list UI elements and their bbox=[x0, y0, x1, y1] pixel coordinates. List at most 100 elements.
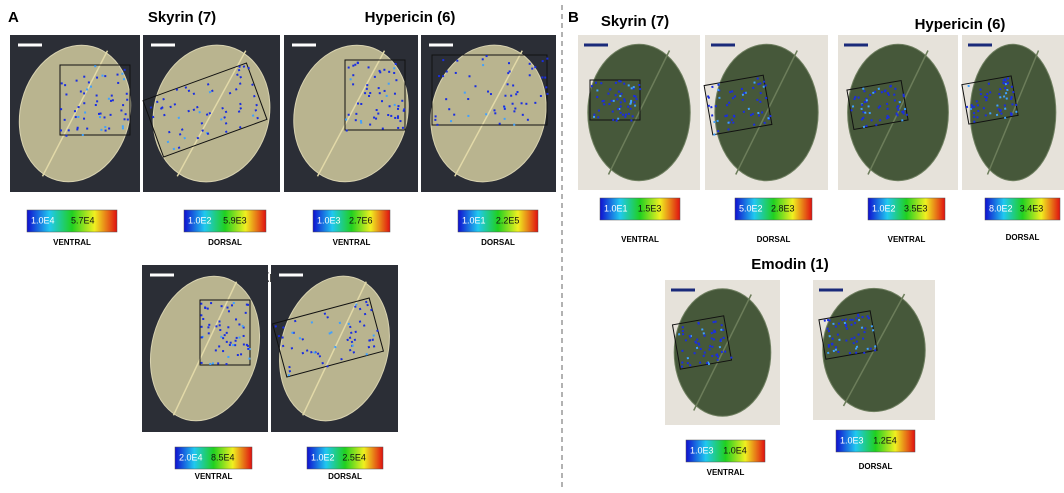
signal-dot bbox=[596, 96, 598, 98]
signal-dot bbox=[600, 82, 602, 84]
signal-dot bbox=[357, 103, 359, 105]
signal-dot bbox=[829, 335, 831, 337]
signal-dot bbox=[508, 62, 510, 64]
signal-dot bbox=[894, 88, 896, 90]
signal-dot bbox=[227, 326, 229, 328]
signal-dot bbox=[864, 112, 866, 114]
signal-dot bbox=[207, 308, 209, 310]
signal-dot bbox=[487, 91, 489, 93]
signal-dot bbox=[247, 348, 249, 350]
signal-dot bbox=[1003, 95, 1005, 97]
signal-dot bbox=[897, 109, 899, 111]
signal-dot bbox=[733, 115, 735, 117]
signal-dot bbox=[721, 324, 723, 326]
signal-dot bbox=[435, 115, 437, 117]
signal-dot bbox=[209, 363, 211, 365]
signal-dot bbox=[388, 71, 390, 73]
signal-dot bbox=[835, 346, 837, 348]
signal-dot bbox=[627, 106, 629, 108]
signal-dot bbox=[355, 113, 357, 115]
signal-dot bbox=[593, 116, 595, 118]
signal-dot bbox=[845, 325, 847, 327]
signal-dot bbox=[852, 105, 854, 107]
signal-dot bbox=[514, 108, 516, 110]
signal-dot bbox=[729, 91, 731, 93]
signal-dot bbox=[507, 72, 509, 74]
signal-dot bbox=[399, 120, 401, 122]
signal-dot bbox=[474, 85, 476, 87]
side-label: DORSAL bbox=[859, 462, 893, 471]
signal-dot bbox=[835, 325, 837, 327]
signal-dot bbox=[534, 66, 536, 68]
color-bar-max: 3.4E3 bbox=[1020, 203, 1044, 213]
signal-dot bbox=[979, 88, 981, 90]
signal-dot bbox=[387, 114, 389, 116]
signal-dot bbox=[1006, 89, 1008, 91]
signal-dot bbox=[711, 86, 713, 88]
signal-dot bbox=[490, 93, 492, 95]
signal-dot bbox=[378, 87, 380, 89]
signal-dot bbox=[1010, 98, 1012, 100]
signal-dot bbox=[973, 116, 975, 118]
signal-dot bbox=[76, 80, 78, 82]
signal-dot bbox=[80, 91, 82, 93]
signal-dot bbox=[393, 67, 395, 69]
signal-dot bbox=[862, 117, 864, 119]
signal-dot bbox=[123, 78, 125, 80]
signal-dot bbox=[869, 94, 871, 96]
signal-dot bbox=[894, 99, 896, 101]
signal-dot bbox=[204, 306, 206, 308]
signal-dot bbox=[710, 106, 712, 108]
signal-dot bbox=[861, 327, 863, 329]
signal-dot bbox=[977, 110, 979, 112]
signal-dot bbox=[237, 354, 239, 356]
signal-dot bbox=[507, 83, 509, 85]
signal-dot bbox=[996, 104, 998, 106]
signal-dot bbox=[730, 356, 732, 358]
signal-dot bbox=[612, 119, 614, 121]
color-bar-max: 1.0E4 bbox=[723, 445, 747, 455]
signal-dot bbox=[77, 116, 79, 118]
signal-dot bbox=[824, 319, 826, 321]
signal-dot bbox=[403, 108, 405, 110]
signal-dot bbox=[693, 352, 695, 354]
signal-dot bbox=[752, 113, 754, 115]
signal-dot bbox=[221, 305, 223, 307]
color-bar-max: 1.2E4 bbox=[873, 435, 897, 445]
signal-dot bbox=[1002, 82, 1004, 84]
signal-dot bbox=[633, 86, 635, 88]
signal-dot bbox=[1000, 112, 1002, 114]
signal-dot bbox=[110, 114, 112, 116]
signal-dot bbox=[86, 128, 88, 130]
signal-dot bbox=[867, 105, 869, 107]
signal-dot bbox=[612, 111, 614, 113]
signal-dot bbox=[1015, 104, 1017, 106]
signal-dot bbox=[122, 127, 124, 129]
signal-dot bbox=[95, 104, 97, 106]
signal-dot bbox=[397, 105, 399, 107]
signal-dot bbox=[624, 100, 626, 102]
signal-dot bbox=[724, 115, 726, 117]
signal-dot bbox=[515, 93, 517, 95]
signal-dot bbox=[374, 76, 376, 78]
signal-dot bbox=[215, 325, 217, 327]
side-label: DORSAL bbox=[1006, 233, 1040, 242]
signal-dot bbox=[201, 326, 203, 328]
signal-dot bbox=[88, 81, 90, 83]
signal-dot bbox=[1010, 112, 1012, 114]
signal-dot bbox=[878, 88, 880, 90]
signal-dot bbox=[711, 114, 713, 116]
signal-dot bbox=[456, 60, 458, 62]
signal-dot bbox=[765, 97, 767, 99]
signal-dot bbox=[846, 327, 848, 329]
signal-dot bbox=[763, 81, 765, 83]
signal-dot bbox=[708, 105, 710, 107]
signal-dot bbox=[504, 118, 506, 120]
signal-dot bbox=[126, 99, 128, 101]
signal-dot bbox=[826, 328, 828, 330]
signal-dot bbox=[504, 95, 506, 97]
signal-dot bbox=[623, 98, 625, 100]
signal-dot bbox=[512, 103, 514, 105]
signal-dot bbox=[681, 365, 683, 367]
signal-dot bbox=[1004, 87, 1006, 89]
